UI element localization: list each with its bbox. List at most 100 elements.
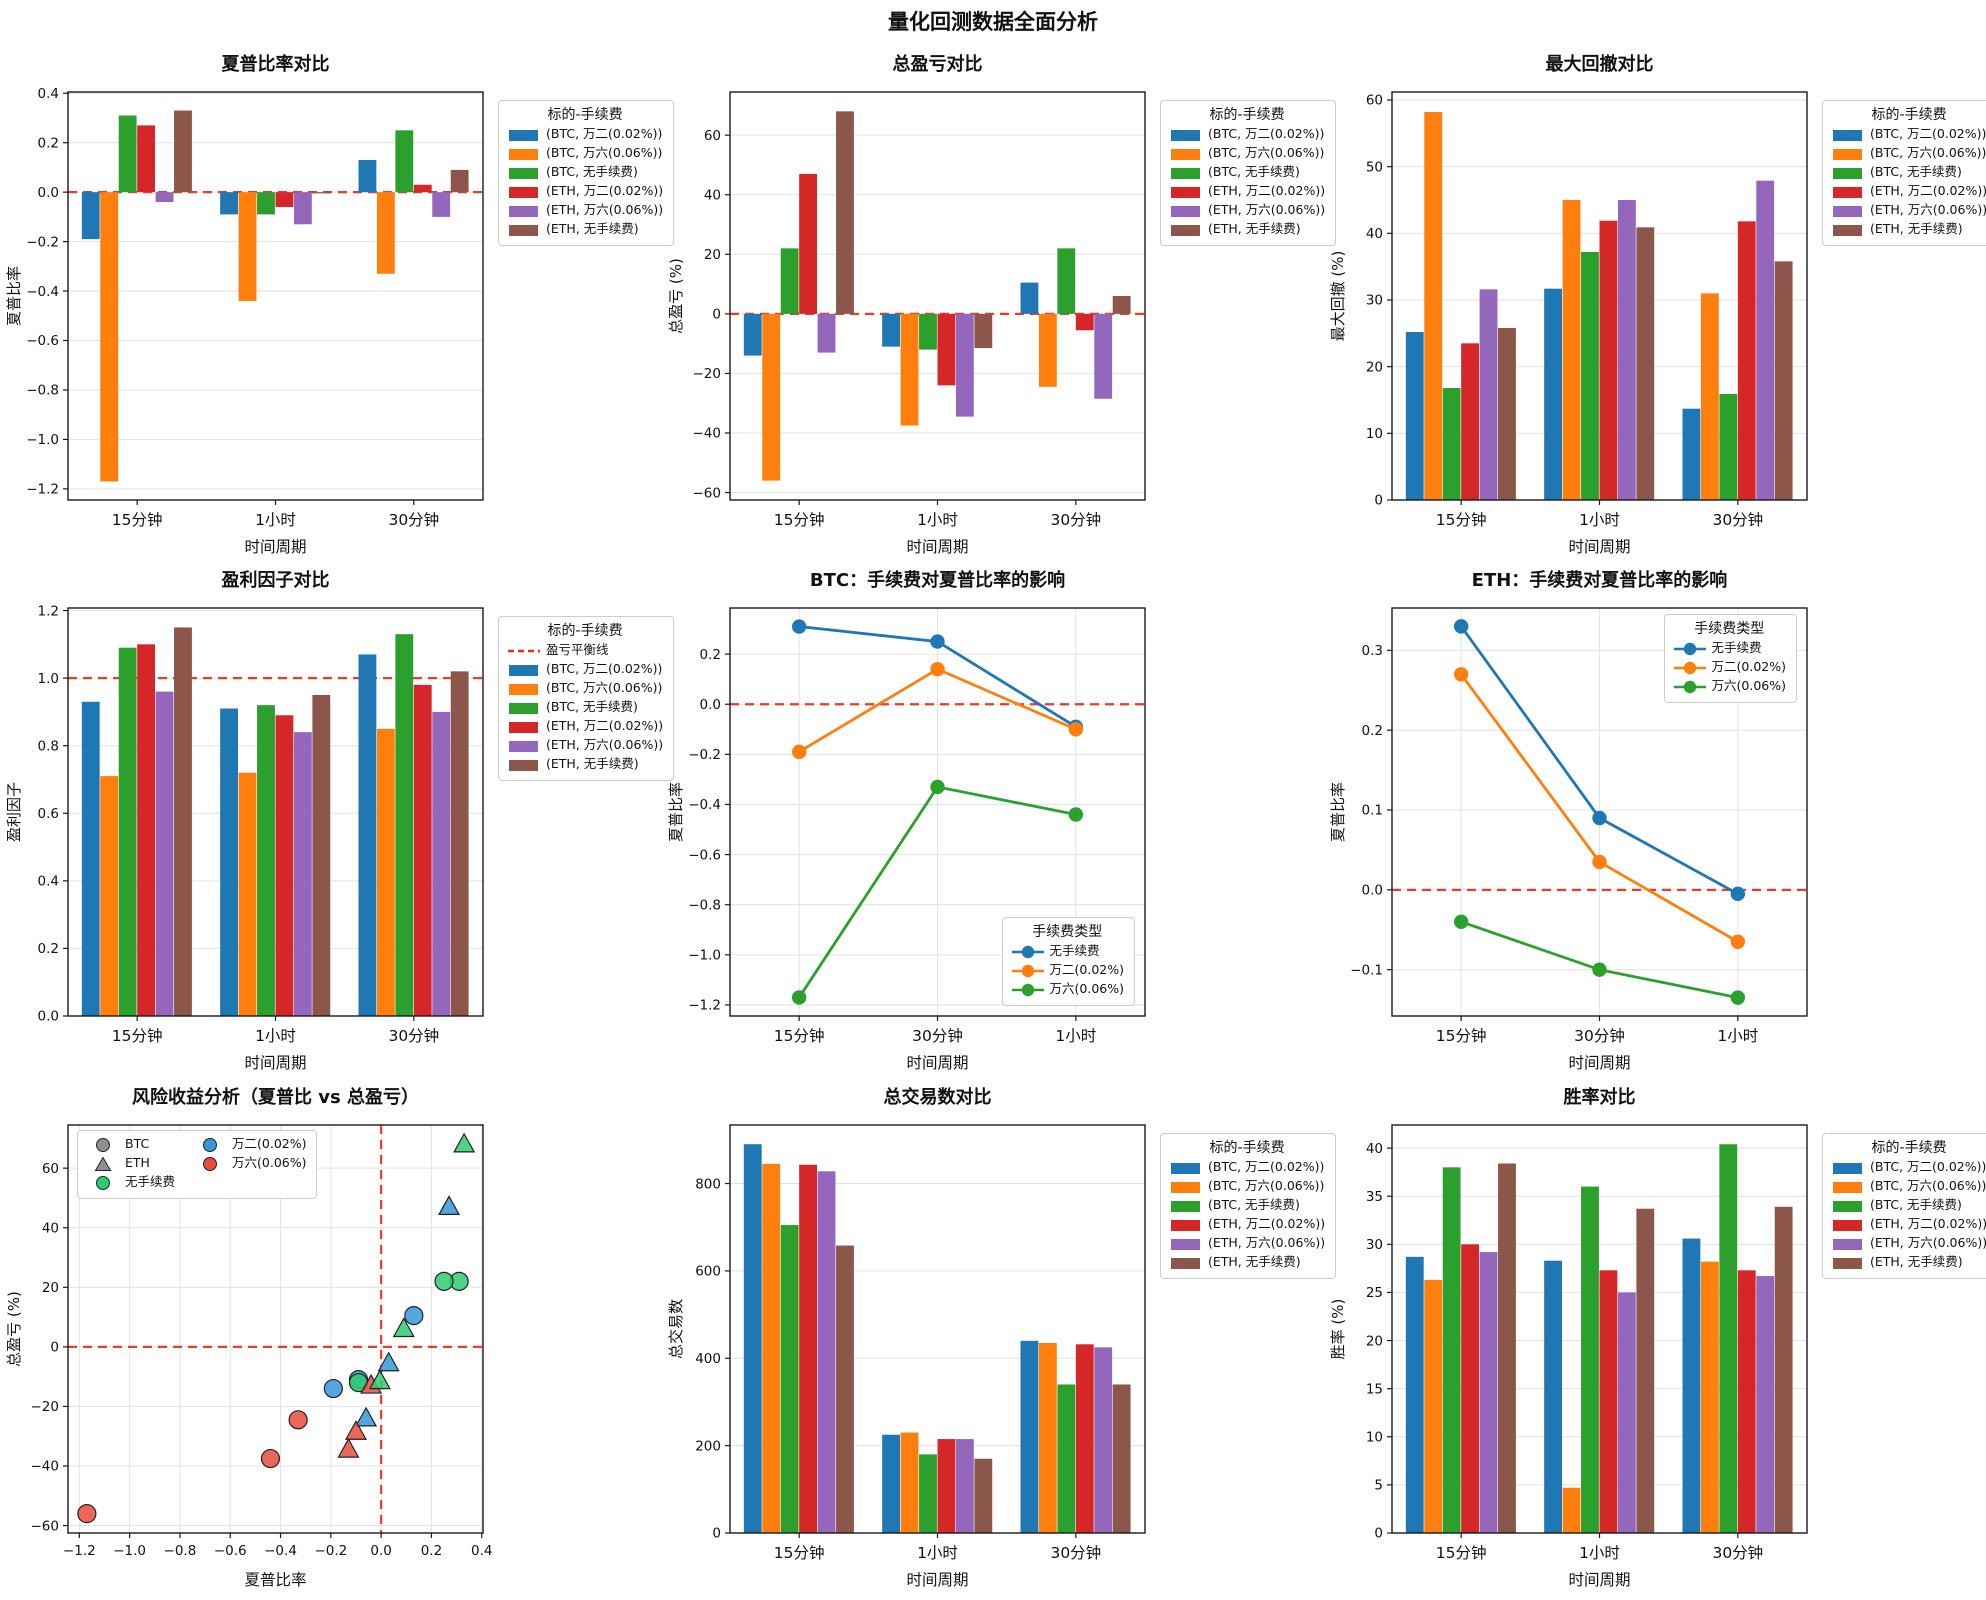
y-tick-label: 400 [695, 1351, 721, 1367]
y-tick-label: −1.2 [688, 998, 721, 1014]
bar [257, 192, 275, 215]
plot-border [67, 1124, 484, 1534]
eth-fee-line-legend: 手续费类型 无手续费 万二(0.02%) 万六(0.06%) [1663, 614, 1797, 703]
bar-series-2 [780, 1225, 1076, 1533]
y-tick-label: −0.8 [688, 897, 721, 913]
y-tick-label: 0.0 [38, 185, 59, 201]
legend-entry-fee-free: 无手续费 [86, 1173, 175, 1192]
rect-swatch-icon [1171, 1238, 1200, 1250]
circle-swatch-icon [96, 1137, 110, 1152]
y-tick-label: 20 [1366, 1333, 1383, 1349]
legend-entry-series-2: 万六(0.06%) [1011, 980, 1124, 999]
y-axis: 60 40 20 0 −20 −40 −60 [693, 128, 730, 501]
legend-entry-series-5: (ETH, 无手续费) [1169, 220, 1325, 239]
bar-series-0 [743, 282, 1039, 356]
bar [743, 1144, 762, 1533]
legend-label: ETH [125, 1155, 150, 1171]
x-tick-label: 0.4 [471, 1543, 492, 1559]
x-tick-label: 15分钟 [1436, 511, 1487, 529]
sharpe-bar-plot: 0.4 0.2 0.0 −0.2 −0.4 −0.6 −0.8 −1.0 −1.2 15分钟 1小时… [5, 86, 484, 556]
y-tick-label: 0.2 [38, 941, 59, 957]
bar [1562, 1487, 1581, 1533]
legend-label: (BTC, 无手续费) [1870, 1197, 1962, 1213]
x-tick-label: 1小时 [255, 511, 296, 529]
rect-swatch-icon [1833, 205, 1862, 217]
x-axis: 15分钟 30分钟 1小时 [1436, 1016, 1758, 1045]
x-axis-label: 时间周期 [906, 1571, 968, 1589]
legend-entry-series-3: (ETH, 万二(0.02%)) [1831, 182, 1986, 201]
x-tick-label: 15分钟 [774, 511, 825, 529]
rect-swatch-icon [1171, 1219, 1200, 1231]
bar-series-2 [780, 248, 1076, 350]
x-axis-label: 时间周期 [906, 1054, 968, 1072]
legend-label: 万六(0.06%) [1711, 678, 1786, 694]
x-tick-label: 30分钟 [912, 1027, 963, 1045]
bar [1544, 288, 1563, 500]
legend-title: 标的-手续费 [1871, 107, 1947, 123]
legend-label: (ETH, 无手续费) [546, 221, 639, 237]
bar [1636, 1208, 1655, 1533]
y-tick-label: −1.0 [688, 948, 721, 964]
y-axis-label: 夏普比率 [1329, 782, 1347, 842]
bar-series-5 [1498, 227, 1793, 501]
winrate-bar-title: 胜率对比 [1563, 1087, 1636, 1108]
bar [293, 732, 312, 1016]
y-tick-label: 0.0 [1362, 883, 1383, 899]
y-axis-label: 总盈亏 (%) [667, 258, 685, 334]
legend-entry-series-0: (BTC, 万二(0.02%)) [507, 660, 663, 679]
y-axis-label: 总盈亏 (%) [5, 1291, 23, 1367]
pnl-bar-legend: 标的-手续费 (BTC, 万二(0.02%)) (BTC, 万六(0.06%)) (B… [1160, 100, 1337, 246]
scatter-point [344, 1420, 368, 1440]
line-swatch-icon [1673, 661, 1706, 674]
y-tick-label: 0.2 [700, 647, 721, 663]
scatter-point [368, 1369, 391, 1390]
bar [1461, 1244, 1480, 1533]
legend-entry-series-1: (BTC, 万六(0.06%)) [507, 144, 663, 163]
legend-entry-series-1: (BTC, 万六(0.06%)) [1831, 1177, 1986, 1196]
bar-series-0 [1405, 1238, 1701, 1533]
legend-title: 手续费类型 [1032, 924, 1103, 940]
bar [395, 634, 414, 1016]
pnl-bar-title: 总盈亏对比 [892, 54, 983, 75]
legend-entry-ETH: ETH [86, 1154, 175, 1173]
bar [376, 192, 395, 274]
bar [1020, 282, 1039, 314]
legend-label: (ETH, 万六(0.06%)) [1208, 202, 1326, 218]
rect-swatch-icon [509, 148, 538, 160]
scatter-point [288, 1410, 308, 1430]
y-tick-label: 60 [42, 1161, 59, 1177]
x-tick-label: 15分钟 [112, 1027, 163, 1045]
bar [1479, 289, 1498, 500]
y-tick-label: 0 [1374, 1526, 1383, 1542]
scatter-point [355, 1406, 378, 1427]
x-tick-label: 15分钟 [112, 511, 163, 529]
rect-swatch-icon [509, 702, 538, 714]
y-tick-label: 10 [1366, 426, 1383, 442]
bar [1094, 1347, 1113, 1533]
legend-title: 标的-手续费 [547, 107, 623, 123]
bar-series-3 [137, 125, 432, 207]
y-tick-label: −20 [693, 366, 722, 382]
legend-label: (BTC, 无手续费) [546, 164, 638, 180]
data-point [1592, 810, 1607, 826]
bar-series-4 [155, 691, 451, 1016]
legend-label: (ETH, 万六(0.06%)) [546, 202, 664, 218]
y-tick-label: −0.4 [688, 797, 721, 813]
bar [1774, 1206, 1793, 1533]
bar [882, 1434, 901, 1533]
bar [955, 1439, 974, 1533]
triangle-swatch-icon [94, 1155, 112, 1171]
bar [275, 192, 294, 207]
legend-label: (ETH, 无手续费) [546, 756, 639, 772]
x-tick-label: −0.8 [164, 1543, 197, 1559]
bar [432, 711, 451, 1016]
y-tick-label: 10 [1366, 1429, 1383, 1445]
bar [100, 776, 119, 1016]
bar [1599, 220, 1618, 500]
bar [882, 313, 901, 347]
bar-series-4 [155, 192, 451, 225]
legend-entry-series-4: (ETH, 万六(0.06%)) [1169, 201, 1325, 220]
data-point [930, 779, 945, 795]
legend-entry-series-3: (ETH, 万二(0.02%)) [507, 182, 663, 201]
